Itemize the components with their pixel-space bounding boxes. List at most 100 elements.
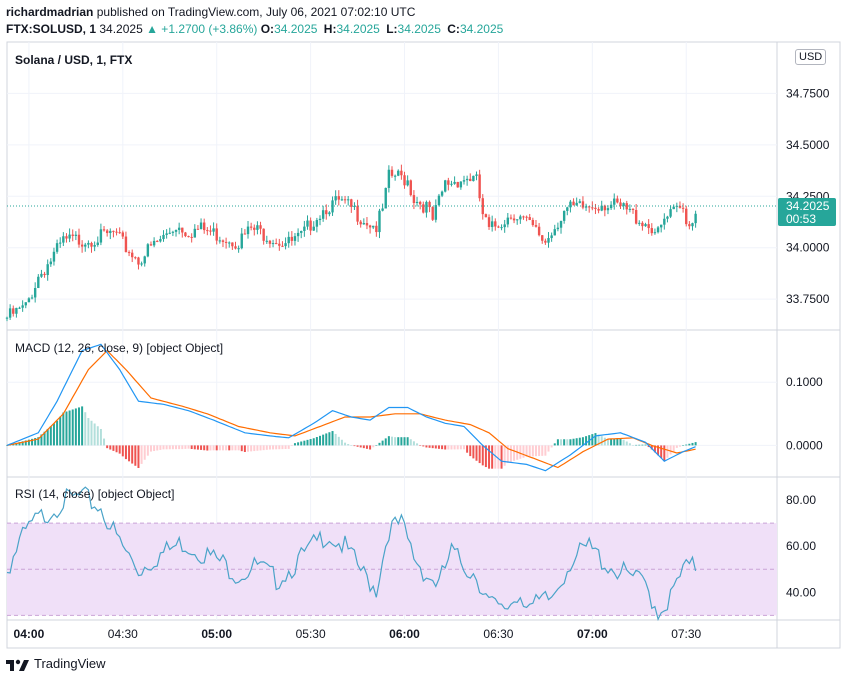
high-label: H: (323, 22, 337, 36)
candle-body (334, 196, 337, 201)
candle-body (609, 204, 613, 209)
candle-body (193, 228, 197, 238)
macd-histogram-bar (362, 445, 365, 449)
macd-histogram-bar (616, 438, 619, 446)
candle-body (181, 227, 184, 233)
macd-histogram-bar (350, 445, 353, 446)
candle-body (412, 195, 416, 204)
candle-body (134, 257, 137, 259)
macd-histogram-bar (6, 445, 8, 446)
candle-body (375, 225, 378, 233)
macd-histogram-bar (109, 445, 112, 450)
candle-body (281, 245, 284, 247)
candle-body (584, 206, 588, 208)
candle-body (666, 216, 669, 219)
candle-body (547, 238, 550, 243)
close-value: 34.2025 (459, 22, 504, 36)
macd-tick-label: 0.0000 (786, 438, 823, 452)
candle-body (475, 174, 478, 176)
macd-histogram-bar (143, 445, 146, 460)
candle-body (603, 205, 607, 211)
footer-brand: TradingView (34, 656, 106, 671)
macd-histogram-bar (334, 433, 337, 446)
candle-body (52, 251, 56, 262)
candle-body (437, 195, 441, 206)
macd-histogram-bar (632, 444, 635, 446)
macd-histogram-bar (68, 410, 71, 446)
candle-body (293, 236, 297, 241)
candle-body (24, 302, 27, 306)
candle-body (406, 180, 409, 186)
candle-body (40, 273, 43, 277)
candle-body (131, 252, 134, 258)
macd-histogram-bar (193, 445, 196, 450)
macd-histogram-bar (591, 434, 594, 446)
candle-body (528, 217, 531, 220)
time-tick-label: 06:00 (389, 627, 420, 641)
candle-body (494, 221, 497, 227)
candle-body (619, 202, 622, 207)
macd-histogram-bar (566, 439, 569, 446)
candle-body (287, 236, 290, 244)
macd-histogram-bar (447, 445, 450, 450)
macd-histogram-bar (691, 442, 694, 446)
candle-body (37, 276, 40, 289)
macd-histogram-bar (660, 445, 663, 459)
price-change: ▲ +1.2700 (+3.86%) (146, 22, 258, 36)
candle-body (165, 233, 168, 235)
candle-body (240, 233, 243, 249)
candle-body (459, 181, 463, 188)
candle-body (215, 228, 218, 241)
candle-body (343, 199, 347, 201)
low-label: L: (386, 22, 398, 36)
macd-histogram-bar (59, 416, 62, 446)
macd-histogram-bar (171, 445, 174, 450)
macd-histogram-bar (250, 445, 253, 452)
macd-histogram-bar (469, 445, 472, 457)
candle-body (284, 243, 287, 247)
macd-histogram-bar (553, 443, 556, 446)
macd-histogram-bar (503, 445, 506, 466)
macd-histogram-bar (184, 445, 187, 449)
rsi-tick-label: 80.00 (786, 493, 816, 507)
macd-histogram-bar (281, 445, 284, 450)
candle-body (638, 222, 641, 224)
macd-histogram-bar (293, 443, 296, 446)
macd-histogram-bar (319, 435, 322, 446)
candle-body (519, 216, 522, 220)
macd-histogram-bar (597, 434, 600, 446)
candle-body (246, 226, 250, 235)
candle-body (641, 222, 644, 227)
candle-body (403, 175, 406, 186)
tradingview-footer[interactable]: TradingView (6, 656, 106, 671)
macd-histogram-bar (124, 445, 127, 460)
publish-info: published on TradingView.com, July 06, 2… (96, 5, 416, 19)
candle-body (65, 236, 68, 239)
candle-body (168, 232, 171, 234)
macd-histogram-bar (347, 444, 350, 446)
macd-histogram-bar (525, 445, 528, 457)
macd-histogram-bar (603, 437, 606, 446)
price-pane-title: Solana / USD, 1, FTX (15, 53, 132, 67)
chart-canvas[interactable]: 04:00 04:30 05:00 05:30 06:00 06:30 07:00 07:30… (0, 0, 847, 650)
macd-histogram-bar (153, 445, 156, 452)
macd-histogram-bar (175, 445, 178, 450)
macd-histogram-bar (278, 445, 281, 450)
candle-body (428, 201, 431, 208)
candle-body (27, 298, 31, 303)
candle-body (224, 241, 228, 243)
candle-body (381, 208, 384, 211)
time-tick-label: 07:30 (671, 627, 701, 641)
macd-histogram-bar (387, 436, 390, 446)
macd-histogram-bar (384, 438, 387, 446)
currency-button[interactable]: USD (795, 49, 827, 65)
macd-histogram-bar (678, 445, 681, 447)
macd-histogram-bar (650, 445, 653, 450)
macd-histogram-bar (121, 445, 124, 457)
macd-histogram-bar (672, 445, 675, 452)
macd-histogram-bar (644, 444, 647, 446)
candle-body (306, 220, 309, 227)
candle-body (206, 230, 209, 232)
macd-tick-label: 0.1000 (786, 375, 823, 389)
candle-body (478, 174, 481, 199)
